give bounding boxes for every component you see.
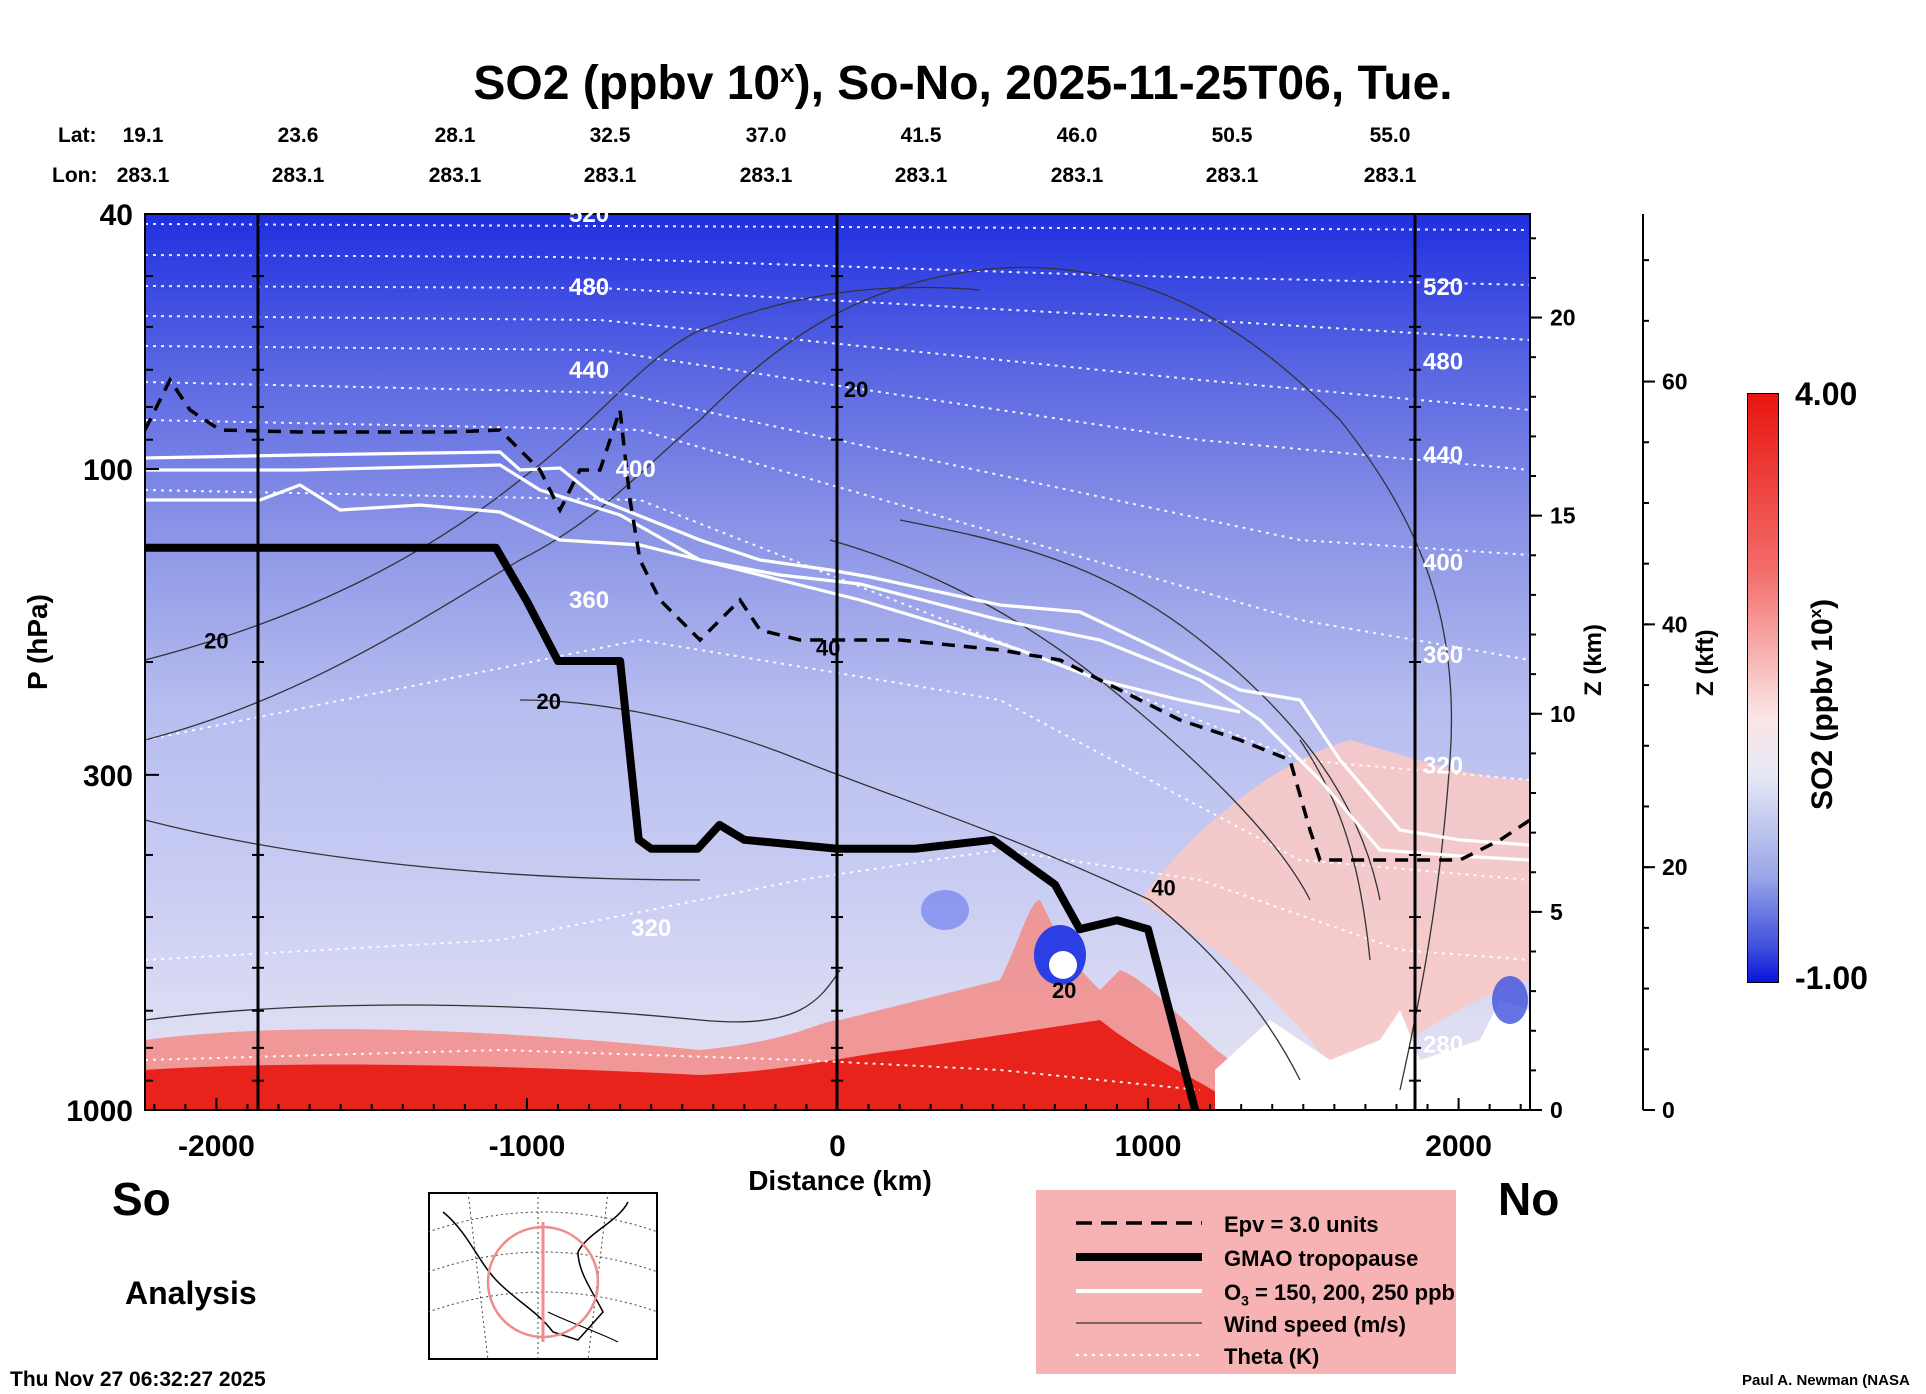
analysis-label: Analysis bbox=[125, 1275, 257, 1311]
epv-contour bbox=[145, 376, 1530, 862]
z-kft-tick-label: 40 bbox=[1662, 611, 1688, 637]
theta-label: 360 bbox=[569, 587, 609, 614]
y-axis-label: P (hPa) bbox=[22, 594, 53, 690]
lat-value: 32.5 bbox=[589, 124, 631, 147]
x-tick-label: 2000 bbox=[1425, 1130, 1492, 1163]
z-km-tick-label: 10 bbox=[1550, 701, 1576, 727]
z-kft-tick-label: 20 bbox=[1662, 854, 1688, 880]
theta-label: 520 bbox=[569, 201, 609, 228]
lon-value: 283.1 bbox=[583, 164, 637, 187]
x-tick-label: -2000 bbox=[178, 1130, 255, 1163]
theta-label: 280 bbox=[1423, 1031, 1463, 1058]
chart-title: SO2 (ppbv 10x), So-No, 2025-11-25T06, Tu… bbox=[473, 57, 1453, 110]
theta-label: 480 bbox=[569, 274, 609, 301]
lon-value: 283.1 bbox=[894, 164, 948, 187]
lat-value: 28.1 bbox=[434, 124, 476, 147]
theta-label: 520 bbox=[1423, 274, 1463, 301]
legend: Epv = 3.0 units GMAO tropopause O3 = 150… bbox=[1036, 1190, 1456, 1374]
legend-item-wind: Wind speed (m/s) bbox=[1076, 1312, 1406, 1337]
y-tick-label: 40 bbox=[100, 199, 133, 232]
lon-value: 283.1 bbox=[428, 164, 482, 187]
lat-value: 50.5 bbox=[1211, 124, 1253, 147]
legend-item-epv: Epv = 3.0 units bbox=[1076, 1212, 1379, 1237]
x-tick-label: 0 bbox=[829, 1130, 846, 1163]
y-tick-label: 300 bbox=[83, 760, 133, 793]
lon-value: 283.1 bbox=[1363, 164, 1417, 187]
y-tick-label: 1000 bbox=[66, 1095, 133, 1128]
z-kft-tick-label: 0 bbox=[1662, 1097, 1675, 1123]
lon-value: 283.1 bbox=[1205, 164, 1259, 187]
lat-value: 19.1 bbox=[122, 124, 164, 147]
lon-value: 283.1 bbox=[739, 164, 793, 187]
theta-label: 320 bbox=[1423, 752, 1463, 779]
lat-value: 23.6 bbox=[277, 124, 319, 147]
wind-label: 20 bbox=[536, 689, 560, 714]
z-km-tick-label: 5 bbox=[1550, 899, 1563, 925]
colorbar bbox=[1747, 393, 1779, 983]
theta-label: 400 bbox=[1423, 550, 1463, 577]
lon-value: 283.1 bbox=[1050, 164, 1104, 187]
so2-white-patch bbox=[1215, 1000, 1530, 1110]
theta-label: 440 bbox=[1423, 442, 1463, 469]
lat-value: 46.0 bbox=[1056, 124, 1098, 147]
z-km-tick-label: 0 bbox=[1550, 1097, 1563, 1123]
theta-label: 440 bbox=[569, 357, 609, 384]
colorbar-label: SO2 (ppbv 10x) bbox=[1806, 598, 1839, 810]
y-tick-label: 100 bbox=[83, 454, 133, 487]
o3-contours bbox=[145, 450, 1530, 862]
lat-value: 55.0 bbox=[1369, 124, 1411, 147]
theta-label: 480 bbox=[1423, 349, 1463, 376]
z-kft-tick-label: 60 bbox=[1662, 369, 1688, 395]
colorbar-max-label: 4.00 bbox=[1795, 376, 1858, 412]
theta-label: 320 bbox=[631, 915, 671, 942]
x-axis-label: Distance (km) bbox=[748, 1165, 932, 1196]
south-label: So bbox=[112, 1173, 171, 1225]
so2-upper-pink bbox=[1140, 740, 1530, 1080]
credit-label: Paul A. Newman (NASA bbox=[1742, 1372, 1910, 1389]
so2-plume-dark bbox=[145, 1020, 1240, 1110]
lat-value: 41.5 bbox=[900, 124, 942, 147]
lat-label: Lat: bbox=[58, 124, 97, 147]
gmao-tropopause-line bbox=[145, 543, 1200, 1110]
lon-value: 283.1 bbox=[271, 164, 325, 187]
z-km-tick-label: 15 bbox=[1550, 503, 1576, 529]
theta-label: 360 bbox=[1423, 642, 1463, 669]
legend-item-theta: Theta (K) bbox=[1076, 1344, 1320, 1369]
lat-value: 37.0 bbox=[745, 124, 787, 147]
legend-item-tropopause: GMAO tropopause bbox=[1076, 1246, 1419, 1271]
wind-label: 20 bbox=[204, 628, 228, 653]
lon-label: Lon: bbox=[52, 164, 98, 187]
colorbar-min-label: -1.00 bbox=[1795, 960, 1868, 996]
inset-map bbox=[428, 1192, 658, 1360]
north-label: No bbox=[1498, 1173, 1560, 1225]
theta-label: 400 bbox=[616, 456, 656, 483]
timestamp: Thu Nov 27 06:32:27 2025 bbox=[10, 1368, 266, 1391]
wind-label: 40 bbox=[1151, 876, 1175, 901]
z-km-axis-label: Z (km) bbox=[1580, 624, 1607, 696]
legend-item-o3: O3 = 150, 200, 250 ppb bbox=[1076, 1280, 1455, 1309]
x-tick-label: 1000 bbox=[1115, 1130, 1182, 1163]
lon-value: 283.1 bbox=[116, 164, 170, 187]
wind-label: 20 bbox=[1052, 978, 1076, 1003]
z-kft-axis-label: Z (kft) bbox=[1692, 629, 1719, 696]
x-tick-label: -1000 bbox=[489, 1130, 566, 1163]
z-km-tick-label: 20 bbox=[1550, 305, 1576, 331]
wind-label: 40 bbox=[816, 636, 840, 661]
wind-label: 20 bbox=[844, 377, 868, 402]
